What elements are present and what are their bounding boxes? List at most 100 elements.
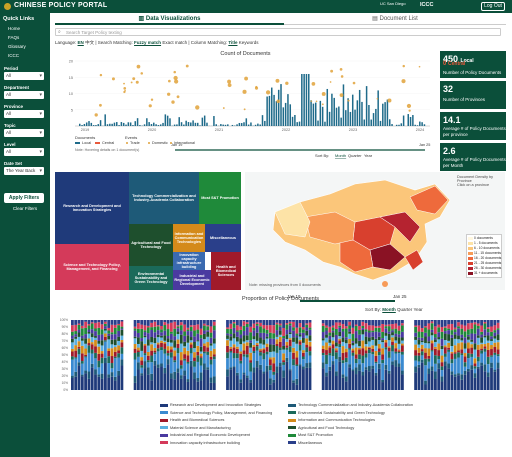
stack-segment (374, 331, 378, 339)
treemap-cell[interactable]: Science and Technology Policy, Managemen… (55, 244, 129, 290)
treemap-cell[interactable]: Technology Commercialization and Industr… (129, 172, 199, 224)
count-bar (291, 116, 294, 126)
stack-segment (117, 323, 120, 326)
fuzzy-match-option[interactable]: Fuzzy match (134, 40, 162, 45)
level-select[interactable]: All (4, 148, 44, 156)
stack-segment (100, 340, 104, 346)
sort-year-option[interactable]: Year (413, 307, 423, 312)
stack-segment (183, 360, 186, 371)
proportion-legend-item[interactable]: Technology Commercialization and Industr… (288, 403, 413, 407)
stack-segment (486, 320, 490, 328)
province-select[interactable]: All (4, 110, 44, 118)
clear-filters-button[interactable]: Clear Filters (12, 206, 38, 211)
stack-segment (463, 320, 467, 326)
proportion-legend-item[interactable]: Material Science and Manufacturing (160, 426, 231, 430)
stack-segment (384, 339, 388, 343)
proportion-chart-svg[interactable]: 100%90%80%70%60%50%40%30%20%10%0% (55, 318, 506, 396)
stack-segment (331, 327, 335, 331)
stack-segment (94, 340, 97, 347)
sidebar-link-faqs[interactable]: FAQs (8, 35, 20, 40)
stack-segment (87, 332, 91, 334)
treemap-cell[interactable]: Innovation capacity infrastructure build… (173, 252, 205, 270)
proportion-legend-item[interactable]: Environmental Sustainability and Green T… (288, 411, 385, 415)
stack-segment (137, 343, 140, 348)
stack-segment (473, 349, 477, 359)
stack-segment (143, 353, 147, 356)
china-map-svg[interactable] (245, 172, 460, 290)
treemap-cell[interactable]: Miscellaneous (205, 224, 241, 252)
stack-segment (341, 337, 345, 342)
proportion-legend-item[interactable]: Most S&T Promotion (288, 433, 333, 437)
stack-segment (232, 323, 236, 328)
stack-segment (440, 355, 444, 363)
stack-segment (434, 363, 437, 372)
exact-match-option[interactable]: Exact match (162, 40, 188, 45)
apply-filters-button[interactable]: Apply Filters (4, 193, 44, 203)
stack-segment (196, 329, 200, 334)
map-legend-item: 26 - 30 documents (468, 266, 501, 271)
proportion-legend-item[interactable]: Miscellaneous (288, 441, 322, 445)
treemap-cell[interactable]: Research and Development and Innovation … (55, 172, 129, 244)
stack-segment (77, 336, 81, 342)
treemap-cell[interactable]: Health and Biomedical Sciences (211, 252, 241, 290)
count-bar (382, 103, 384, 126)
stack-segment (374, 345, 378, 351)
proportion-legend-item[interactable]: Industrial and Regional Economic Develop… (160, 433, 250, 437)
proportion-legend-item[interactable]: Health and Biomedical Sciences (160, 418, 224, 422)
stack-segment (308, 362, 312, 368)
treemap-cell[interactable]: Industrial and Regional Economic Develop… (173, 270, 211, 290)
tab-document-list[interactable]: ▤ Document List (284, 14, 506, 25)
sidebar-link-glossary[interactable]: Glossary (8, 44, 26, 49)
proportion-legend-item[interactable]: Innovation capacity infrastructure build… (160, 441, 240, 445)
proportion-legend-item[interactable]: Research and Development and Innovation … (160, 403, 261, 407)
stack-segment (249, 352, 252, 361)
keywords-option[interactable]: Keywords (238, 40, 259, 45)
proportion-legend-item[interactable]: Agricultural and Food Technology (288, 426, 354, 430)
stack-segment (199, 351, 203, 354)
period-select[interactable]: All (4, 72, 44, 80)
stack-segment (239, 326, 243, 330)
proportion-range-slider[interactable] (300, 300, 395, 302)
sidebar-link-home[interactable]: Home (8, 26, 21, 31)
date-set-select[interactable]: The Year Back (4, 167, 44, 175)
count-bar (220, 124, 222, 126)
stack-segment (331, 337, 335, 341)
tab-data-visualizations[interactable]: ▥ Data Visualizations (55, 14, 284, 25)
stack-segment (87, 378, 91, 390)
title-option[interactable]: Title (228, 40, 238, 45)
stack-segment (371, 345, 375, 349)
stack-segment (308, 346, 312, 352)
treemap-cell[interactable]: Agricultural and Food Technology (129, 224, 173, 266)
stack-segment (321, 320, 325, 324)
topic-select[interactable]: All (4, 129, 44, 137)
search-input[interactable]: ⌕ Search Target Policy texting (55, 28, 501, 36)
stack-segment (374, 327, 378, 332)
stack-segment (265, 325, 269, 330)
lang-en-option[interactable]: EN (77, 40, 84, 45)
department-select[interactable]: All (4, 91, 44, 99)
treemap-cell[interactable]: Most S&T Promotion (199, 172, 241, 224)
lang-cn-option[interactable]: 中文 (85, 40, 95, 45)
sort-quarter-option[interactable]: Quarter (397, 307, 413, 312)
stack-segment (117, 375, 120, 390)
stack-segment (229, 369, 233, 390)
count-bar (157, 125, 160, 126)
sort-month-option[interactable]: Month (382, 307, 396, 312)
treemap-cell[interactable]: Information and Communication Technologi… (173, 224, 205, 252)
stack-segment (196, 345, 200, 352)
logout-button[interactable]: Log Out (481, 2, 505, 11)
stack-segment (74, 357, 78, 359)
event-dot (242, 89, 247, 94)
stack-segment (259, 364, 262, 370)
proportion-legend-item[interactable]: Information and Communication Technologi… (288, 418, 375, 422)
count-bar (331, 93, 333, 126)
proportion-legend-item[interactable]: Science and Technology Policy, Managemen… (160, 411, 272, 415)
count-bar (273, 94, 275, 126)
sidebar-link-iccc[interactable]: ICCC (8, 53, 19, 58)
count-bar (398, 124, 400, 126)
map-legend-swatch (468, 246, 473, 250)
treemap-cell[interactable]: Environmental Sustainability and Green T… (129, 266, 173, 290)
stack-segment (453, 320, 457, 328)
event-dot (406, 103, 412, 109)
